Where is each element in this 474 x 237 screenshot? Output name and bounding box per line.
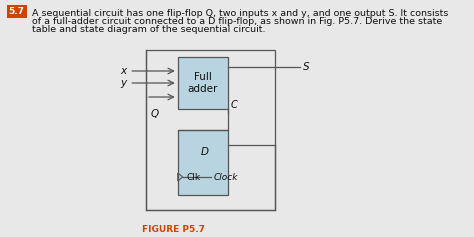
- Text: C: C: [230, 100, 237, 110]
- Text: Full
adder: Full adder: [188, 72, 218, 94]
- Text: of a full-adder circuit connected to a D flip-flop, as shown in Fig. P5.7. Deriv: of a full-adder circuit connected to a D…: [32, 17, 442, 26]
- Text: y: y: [121, 78, 127, 88]
- Text: x: x: [121, 66, 127, 76]
- Text: Q: Q: [150, 109, 158, 119]
- Bar: [7, 5, 27, 18]
- Text: FIGURE P5.7: FIGURE P5.7: [142, 225, 205, 234]
- Bar: [146, 50, 275, 210]
- Text: Clock: Clock: [214, 173, 238, 182]
- Bar: [178, 130, 228, 195]
- Text: Clk: Clk: [186, 173, 200, 182]
- Text: 5.7: 5.7: [9, 7, 25, 16]
- Text: S: S: [303, 62, 310, 72]
- Text: table and state diagram of the sequential circuit.: table and state diagram of the sequentia…: [32, 25, 265, 34]
- Bar: [178, 57, 228, 109]
- Text: D: D: [201, 147, 209, 157]
- Text: A sequential circuit has one flip-flop Q, two inputs x and y, and one output S. : A sequential circuit has one flip-flop Q…: [32, 9, 448, 18]
